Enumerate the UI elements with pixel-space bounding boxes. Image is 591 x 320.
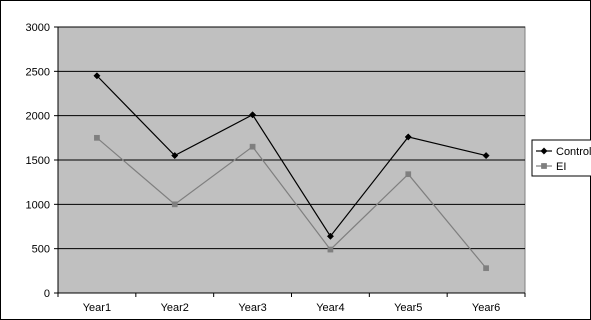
legend-label-ei: EI (556, 161, 566, 173)
data-point-control (171, 152, 179, 160)
x-tick-label: Year1 (83, 302, 111, 314)
x-tick-label: Year4 (316, 302, 344, 314)
legend-label-control: Control (556, 146, 591, 158)
y-tick-label: 1500 (26, 155, 50, 167)
data-point-control (93, 72, 101, 80)
data-point-control (326, 232, 334, 240)
series-ei (94, 134, 489, 272)
legend-marker-control (540, 147, 548, 155)
data-point-control (404, 133, 412, 141)
y-tick-label: 500 (32, 244, 50, 256)
y-tick-label: 1000 (26, 199, 50, 211)
y-tick-label: 3000 (26, 22, 50, 34)
data-point-ei (405, 171, 412, 178)
legend-box (531, 139, 591, 177)
x-tick-label: Year3 (238, 302, 266, 314)
data-point-ei (171, 201, 178, 208)
y-tick-label: 2000 (26, 111, 50, 123)
data-point-ei (94, 134, 100, 141)
series-line-control (96, 75, 487, 238)
y-tick-label: 2500 (26, 66, 50, 78)
data-point-ei (483, 265, 489, 272)
series-control (93, 72, 490, 240)
x-tick-label: Year6 (472, 302, 500, 314)
x-tick-label: Year5 (394, 302, 422, 314)
axes (54, 26, 526, 297)
legend: Control EI (531, 139, 591, 177)
legend-marker-ei (541, 163, 547, 169)
y-axis-tick-labels: 0 500 1000 1500 2000 2500 3000 (26, 22, 50, 300)
data-point-control (482, 152, 490, 160)
x-axis-tick-labels: Year1 Year2 Year3 Year4 Year5 Year6 (83, 302, 501, 314)
series-line-ei (96, 137, 487, 269)
data-point-ei (327, 246, 334, 253)
gridlines (58, 26, 525, 250)
y-tick-label: 0 (44, 288, 50, 300)
x-tick-label: Year2 (161, 302, 189, 314)
data-point-ei (249, 143, 256, 150)
data-point-control (249, 111, 257, 119)
series-layer (93, 72, 490, 272)
